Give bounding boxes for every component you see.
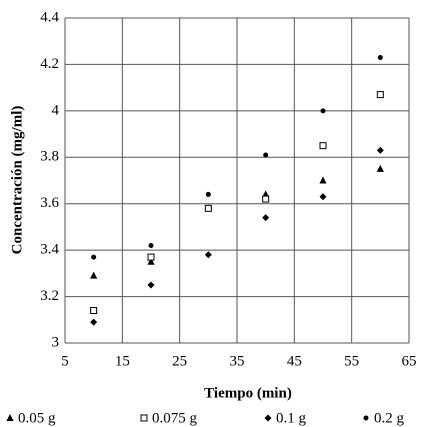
point bbox=[147, 257, 155, 265]
x-tick-label: 15 bbox=[115, 353, 130, 369]
x-tick-label: 45 bbox=[287, 353, 302, 369]
legend-label: 0.05 g bbox=[18, 410, 56, 426]
y-tick-label: 3 bbox=[52, 334, 60, 350]
point bbox=[90, 318, 98, 326]
point bbox=[320, 108, 326, 114]
point bbox=[319, 193, 327, 201]
legend-marker bbox=[140, 414, 148, 422]
point bbox=[91, 254, 97, 260]
point bbox=[376, 164, 384, 172]
legend-marker bbox=[264, 414, 272, 422]
point bbox=[204, 204, 212, 212]
point bbox=[376, 91, 384, 99]
point bbox=[262, 195, 270, 203]
point bbox=[90, 307, 98, 314]
point bbox=[148, 243, 154, 248]
point bbox=[147, 253, 155, 261]
point bbox=[319, 142, 327, 150]
x-axis-label: Tiempo (min) bbox=[204, 385, 292, 401]
point bbox=[204, 251, 212, 259]
y-axis-label: Concentración (mg/ml) bbox=[9, 106, 25, 255]
point bbox=[263, 152, 269, 158]
x-tick-label: 5 bbox=[61, 353, 69, 369]
legend-label: 0.075 g bbox=[152, 410, 198, 426]
y-tick-label: 3.2 bbox=[40, 288, 59, 304]
legend-label: 0.1 g bbox=[276, 410, 307, 426]
x-tick-label: 35 bbox=[230, 353, 245, 369]
y-tick-label: 3.8 bbox=[40, 149, 59, 165]
x-tick-label: 55 bbox=[344, 353, 359, 369]
legend-marker bbox=[363, 415, 369, 421]
point bbox=[319, 176, 327, 184]
x-tick-label: 25 bbox=[172, 353, 187, 369]
point bbox=[147, 281, 155, 289]
x-tick-label: 65 bbox=[402, 353, 417, 369]
legend-marker bbox=[6, 414, 14, 421]
point bbox=[376, 146, 384, 154]
y-tick-label: 4.2 bbox=[40, 56, 59, 72]
y-tick-label: 4 bbox=[52, 102, 60, 118]
point bbox=[90, 271, 98, 279]
point bbox=[205, 191, 211, 197]
point bbox=[262, 214, 270, 222]
y-tick-label: 4.4 bbox=[40, 9, 59, 25]
legend-label: 0.2 g bbox=[374, 410, 405, 426]
point bbox=[377, 54, 383, 60]
y-tick-label: 3.4 bbox=[40, 242, 59, 258]
y-tick-label: 3.6 bbox=[40, 195, 59, 211]
